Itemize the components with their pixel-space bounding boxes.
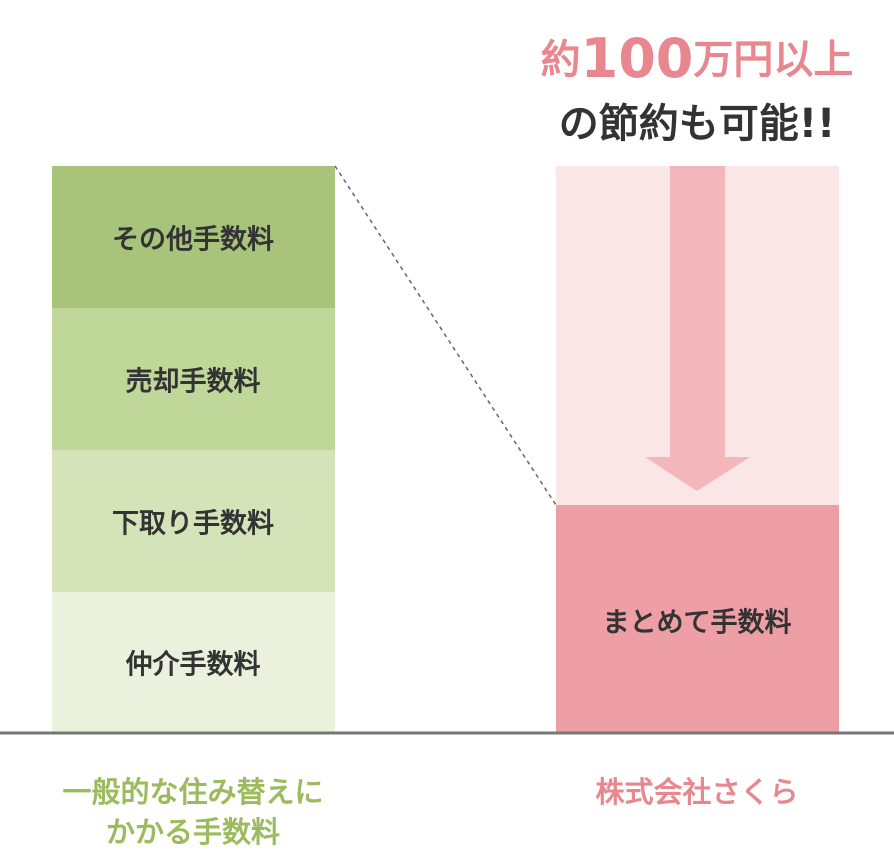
dashed-connector: [334, 165, 557, 506]
segment-box: [52, 166, 335, 308]
segment-label: その他手数料: [112, 225, 274, 256]
left-label: 一般的な住み替えに: [62, 775, 323, 809]
down-arrow: [645, 166, 750, 491]
headline-part: 約: [541, 37, 581, 83]
segment-box: [556, 505, 839, 733]
headline-part: 万円以上: [693, 37, 853, 83]
segment-label: まとめて手数料: [603, 608, 792, 639]
left-label: かかる手数料: [106, 815, 280, 849]
headline-line2: の節約も可能!!: [559, 101, 835, 147]
headline-line1: 約100万円以上: [541, 27, 854, 90]
segment-label: 仲介手数料: [126, 650, 261, 681]
segment-box: [52, 592, 335, 733]
segment-box: [52, 308, 335, 450]
right-label: 株式会社さくら: [595, 775, 798, 809]
segment-label: 下取り手数料: [112, 509, 274, 540]
segment-box: [52, 450, 335, 592]
segment-label: 売却手数料: [126, 367, 261, 398]
headline-number: 100: [581, 27, 694, 90]
